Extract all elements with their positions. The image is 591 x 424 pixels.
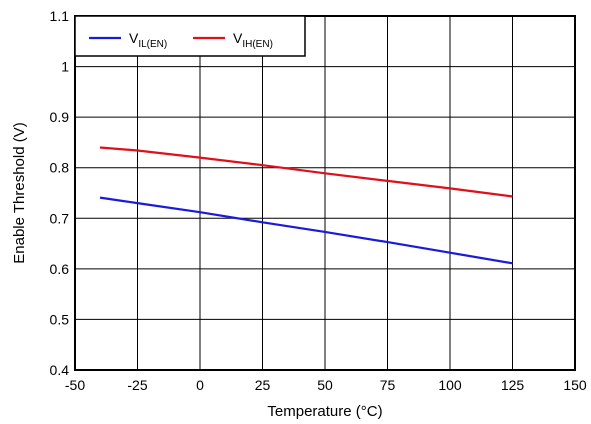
legend: VIL(EN) VIH(EN) [75,16,305,56]
y-axis-title: Enable Threshold (V) [11,122,28,263]
y-tick-label: 0.6 [50,261,70,277]
x-tick-label: -25 [127,377,147,393]
y-tick-label: 0.5 [50,311,70,327]
x-tick-label: 0 [196,377,204,393]
x-tick-labels: -50 -25 0 25 50 75 100 125 150 [65,377,587,393]
y-tick-label: 0.8 [50,160,70,176]
y-tick-label: 1.1 [50,8,70,24]
x-axis-title: Temperature (°C) [267,403,382,420]
y-tick-label: 0.9 [50,109,70,125]
x-tick-label: 150 [563,377,587,393]
x-tick-label: 125 [501,377,525,393]
y-tick-labels: 0.4 0.5 0.6 0.7 0.8 0.9 1 1.1 [50,8,70,378]
x-tick-label: 100 [438,377,462,393]
x-tick-label: 75 [380,377,396,393]
y-tick-label: 0.4 [50,362,70,378]
x-tick-label: 50 [317,377,333,393]
y-tick-label: 0.7 [50,210,70,226]
x-tick-label: 25 [255,377,271,393]
legend-box [75,16,305,56]
x-tick-label: -50 [65,377,85,393]
y-tick-label: 1 [61,59,69,75]
